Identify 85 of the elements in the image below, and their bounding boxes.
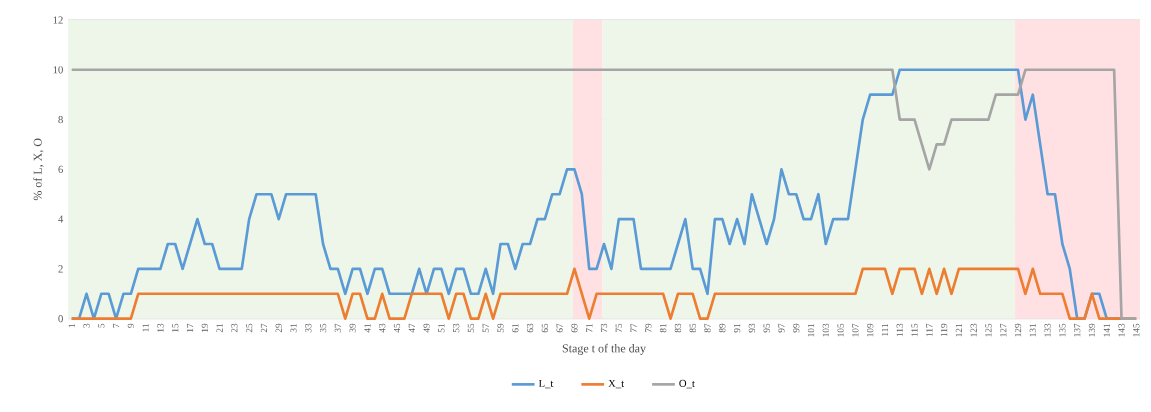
x-tick-label: 145 <box>1133 323 1140 337</box>
x-tick-label: 57 <box>482 323 489 333</box>
y-tick-label: 2 <box>58 265 63 273</box>
y-tick-label: 6 <box>58 165 63 173</box>
x-tick-label: 71 <box>586 323 593 333</box>
x-tick-label: 51 <box>438 323 445 333</box>
x-tick-label: 85 <box>689 323 696 333</box>
x-tick-label: 73 <box>600 323 608 333</box>
x-tick-label: 17 <box>186 323 194 332</box>
x-tick-label: 5 <box>98 323 105 328</box>
x-tick-label: 119 <box>940 323 948 337</box>
x-tick-label: 1 <box>68 323 75 328</box>
x-tick-label: 77 <box>630 323 637 333</box>
x-tick-label: 131 <box>1029 323 1036 337</box>
x-tick-label: 109 <box>867 323 874 337</box>
x-tick-label: 127 <box>1000 323 1007 337</box>
x-tick-label: 123 <box>970 323 977 337</box>
x-tick-label: 11 <box>142 323 149 332</box>
x-tick-label: 125 <box>985 323 992 337</box>
legend-label: L_t <box>538 379 554 389</box>
y-tick-label: 12 <box>53 16 63 24</box>
x-tick-label: 53 <box>453 323 460 333</box>
x-tick-label: 41 <box>364 323 371 333</box>
x-tick-label: 93 <box>748 323 755 333</box>
x-tick-label: 69 <box>571 323 578 333</box>
x-tick-label: 79 <box>645 323 652 333</box>
x-tick-label: 91 <box>733 323 741 333</box>
x-tick-label: 139 <box>1088 323 1096 337</box>
x-tick-label: 101 <box>807 323 815 337</box>
x-tick-label: 95 <box>763 323 770 333</box>
x-tick-label: 99 <box>793 323 800 333</box>
x-tick-label: 117 <box>926 323 933 337</box>
x-tick-label: 67 <box>556 323 563 333</box>
x-tick-label: 39 <box>349 323 356 333</box>
x-tick-label: 35 <box>319 323 327 333</box>
y-tick-label: 8 <box>58 115 63 124</box>
y-tick-label: 4 <box>58 215 64 223</box>
x-tick-label: 105 <box>837 323 844 337</box>
x-tick-label: 33 <box>305 323 312 333</box>
x-tick-label: 9 <box>127 323 134 328</box>
y-tick-label: 0 <box>58 315 63 323</box>
x-tick-label: 129 <box>1014 323 1022 337</box>
x-tick-label: 19 <box>201 323 208 332</box>
x-tick-label: 137 <box>1074 323 1081 337</box>
x-tick-label: 135 <box>1059 323 1066 337</box>
x-tick-label: 37 <box>334 323 341 333</box>
x-tick-label: 83 <box>674 323 682 333</box>
x-axis-title: Stage t of the day <box>562 343 646 355</box>
x-tick-label: 31 <box>290 323 297 333</box>
x-tick-label: 61 <box>512 323 519 333</box>
x-tick-label: 7 <box>113 323 120 328</box>
x-tick-label: 143 <box>1118 323 1125 337</box>
x-tick-label: 13 <box>157 323 164 332</box>
x-tick-label: 3 <box>83 323 90 328</box>
x-tick-label: 27 <box>260 323 268 333</box>
x-tick-label: 87 <box>704 323 711 333</box>
x-tick-label: 141 <box>1103 323 1110 337</box>
x-tick-label: 113 <box>896 323 903 337</box>
x-tick-label: 65 <box>541 323 548 333</box>
x-tick-label: 25 <box>246 323 253 333</box>
x-tick-label: 89 <box>719 323 726 333</box>
x-tick-label: 23 <box>231 323 238 333</box>
y-axis-title: % of L, X, O <box>33 138 44 201</box>
x-tick-label: 55 <box>467 323 475 333</box>
x-tick-label: 103 <box>822 323 829 337</box>
x-tick-label: 15 <box>172 323 179 332</box>
x-tick-label: 107 <box>852 323 859 337</box>
x-tick-label: 47 <box>408 323 415 333</box>
x-tick-label: 121 <box>955 323 962 337</box>
x-tick-label: 59 <box>497 323 504 333</box>
x-tick-label: 111 <box>881 323 889 336</box>
y-tick-label: 10 <box>53 66 63 74</box>
x-tick-label: 49 <box>423 323 430 333</box>
x-tick-label: 97 <box>778 323 785 333</box>
x-tick-label: 75 <box>615 323 622 333</box>
x-tick-label: 45 <box>393 323 401 333</box>
x-tick-label: 43 <box>379 323 386 333</box>
x-tick-label: 81 <box>660 323 667 333</box>
x-tick-label: 21 <box>216 323 223 333</box>
x-tick-label: 63 <box>526 323 534 333</box>
legend-label: O_t <box>679 379 695 389</box>
x-tick-label: 115 <box>911 323 918 337</box>
legend-label: X_t <box>608 379 625 389</box>
x-tick-label: 29 <box>275 323 282 333</box>
x-tick-label: 133 <box>1044 323 1051 337</box>
